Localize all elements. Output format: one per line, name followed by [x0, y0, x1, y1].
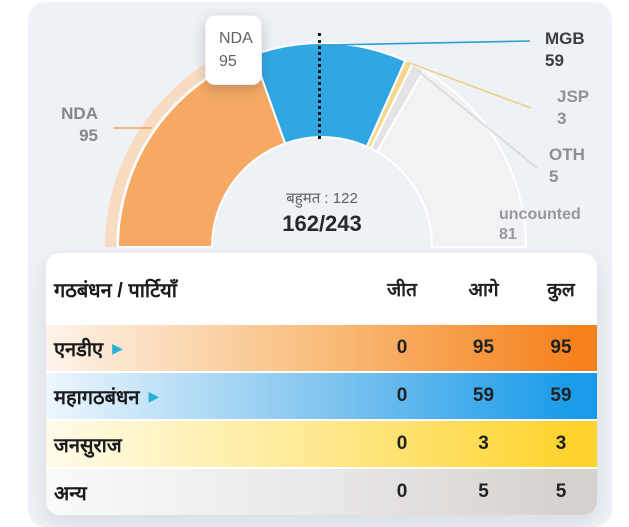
total-cell: 5 — [555, 481, 567, 502]
leading-cell: 59 — [472, 385, 495, 406]
won-cell: 0 — [396, 385, 408, 406]
label-oth-value: 5 — [549, 167, 559, 186]
party-name: अन्य — [54, 482, 87, 505]
leader-line-jsp — [406, 61, 532, 109]
party-name: एनडीए — [54, 338, 104, 361]
party-name-cell: जनसुराज — [46, 431, 362, 458]
label-uncounted-name: uncounted — [499, 206, 581, 223]
header-won: जीत — [387, 280, 417, 301]
chart-tooltip: NDA 95 — [205, 15, 262, 85]
leading-cell: 3 — [478, 433, 489, 454]
chart-center-text: बहुमत : 122 162/243 — [222, 188, 422, 237]
header-leading: आगे — [468, 280, 499, 301]
label-jsp-value: 3 — [557, 109, 567, 128]
label-oth-name: OTH — [549, 145, 585, 164]
majority-marker-line — [318, 33, 321, 139]
label-nda: NDA 95 — [36, 103, 98, 147]
label-uncounted: uncounted 81 — [499, 205, 581, 245]
table-body: एनडीए ▶ 0 95 95 महागठबंधन ▶ 0 59 59 जनसु… — [46, 325, 597, 515]
label-jsp: JSP 3 — [557, 86, 589, 130]
expand-arrow-icon[interactable]: ▶ — [148, 388, 160, 404]
label-jsp-name: JSP — [557, 87, 590, 106]
party-name: महागठबंधन — [54, 386, 140, 409]
leader-line-mgb — [329, 40, 531, 46]
label-oth: OTH 5 — [549, 144, 585, 188]
table-row-mahagathbandhan[interactable]: महागठबंधन ▶ 0 59 59 — [46, 373, 597, 419]
table-row-jansuraaj: जनसुराज 0 3 3 — [46, 421, 597, 467]
label-nda-value: 95 — [79, 126, 98, 145]
total-cell: 95 — [550, 337, 572, 358]
label-mgb-name: MGB — [545, 29, 585, 48]
counted-score: 162/243 — [282, 211, 362, 236]
total-cell: 59 — [550, 385, 572, 406]
won-cell: 0 — [396, 337, 408, 358]
results-table: गठबंधन / पार्टियाँ जीत आगे कुल एनडीए ▶ 0… — [46, 253, 597, 515]
tooltip-value: 95 — [219, 53, 237, 70]
leader-line-oth — [416, 69, 538, 169]
label-mgb: MGB 59 — [545, 28, 585, 72]
header-party: गठबंधन / पार्टियाँ — [54, 279, 177, 302]
header-total: कुल — [547, 280, 575, 301]
leading-cell: 5 — [478, 481, 489, 502]
label-nda-name: NDA — [61, 104, 98, 123]
majority-text: बहुमत : 122 — [286, 190, 358, 207]
donut-segment-uncounted[interactable] — [375, 68, 528, 248]
label-uncounted-value: 81 — [499, 226, 517, 243]
party-name-cell: अन्य — [46, 479, 362, 506]
party-name-cell: महागठबंधन ▶ — [46, 383, 362, 410]
table-header-row: गठबंधन / पार्टियाँ जीत आगे कुल — [46, 253, 597, 325]
leading-cell: 95 — [472, 337, 495, 358]
party-name-cell: एनडीए ▶ — [46, 335, 362, 362]
table-row-others: अन्य 0 5 5 — [46, 469, 597, 515]
label-mgb-value: 59 — [545, 51, 564, 70]
donut-hover-halo — [105, 42, 253, 247]
total-cell: 3 — [555, 433, 567, 454]
table-row-nda[interactable]: एनडीए ▶ 0 95 95 — [46, 325, 597, 371]
won-cell: 0 — [396, 433, 408, 454]
won-cell: 0 — [396, 481, 408, 502]
seat-share-donut-chart[interactable] — [28, 2, 612, 527]
tooltip-party: NDA — [219, 30, 253, 47]
party-name: जनसुराज — [54, 434, 122, 457]
expand-arrow-icon[interactable]: ▶ — [112, 340, 123, 356]
